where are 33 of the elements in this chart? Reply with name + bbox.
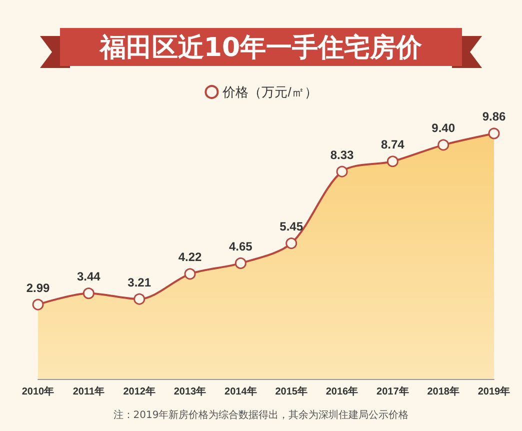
data-label: 4.65 (228, 239, 253, 254)
legend-label: 价格（万元/㎡） (222, 84, 318, 100)
point (488, 128, 500, 140)
x-tick-label: 2010年 (22, 386, 54, 398)
data-label: 3.21 (128, 275, 152, 290)
x-tick-label: 2016年 (326, 386, 358, 398)
point (336, 166, 348, 178)
point (438, 139, 450, 151)
data-label: 4.22 (178, 250, 202, 264)
x-tick-label: 2017年 (376, 386, 409, 398)
x-tick-label: 2014年 (224, 386, 257, 398)
x-tick-label: 2013年 (174, 386, 206, 398)
data-label: 9.86 (482, 110, 506, 124)
point (32, 298, 44, 310)
x-tick-label: 2015年 (275, 386, 308, 398)
data-label: 5.45 (280, 220, 304, 234)
x-tick-label: 2011年 (72, 386, 105, 398)
x-tick-label: 2012年 (123, 386, 156, 398)
x-tick-label: 2018年 (427, 386, 460, 398)
data-label: 3.44 (76, 270, 101, 284)
point (184, 268, 196, 280)
data-label: 2.99 (26, 280, 50, 295)
data-label: 9.40 (432, 121, 456, 136)
point (386, 156, 398, 168)
point (134, 293, 146, 305)
data-label: 8.74 (380, 138, 405, 152)
chart-title: 福田区近10年一手住宅房价 (60, 30, 462, 66)
data-label: 8.33 (330, 148, 354, 162)
point (82, 288, 94, 300)
text: 注：2019年新房价格为综合数据得出，其余为深圳住建局公示价格 (112, 408, 410, 422)
point (234, 257, 246, 269)
x-tick-label: 2019年 (478, 386, 510, 398)
point (286, 238, 298, 250)
